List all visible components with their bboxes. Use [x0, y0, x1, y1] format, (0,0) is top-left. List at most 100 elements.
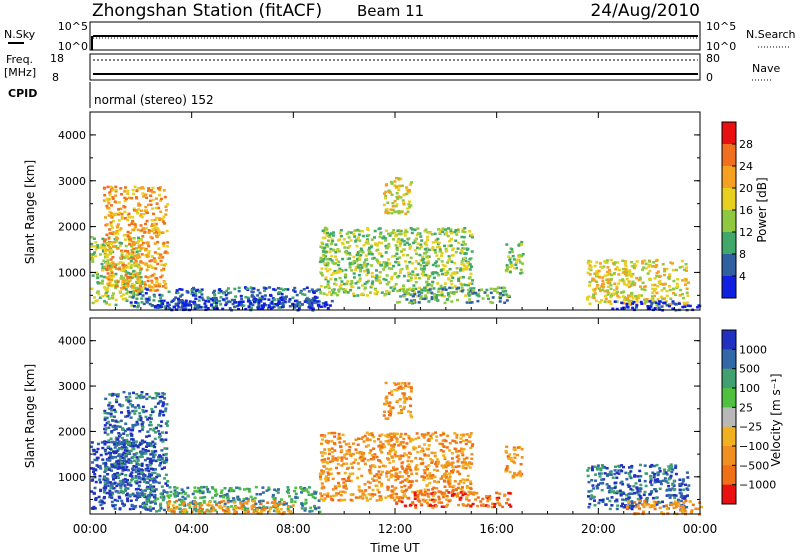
power-echo-cell [595, 300, 598, 303]
velocity-echo-cell [446, 495, 449, 498]
velocity-echo-cell [384, 496, 387, 499]
velocity-echo-cell [219, 495, 222, 498]
power-echo-cell [625, 268, 628, 271]
velocity-echo-cell [99, 465, 102, 468]
velocity-echo-cell [388, 392, 391, 395]
power-echo-cell [425, 241, 428, 244]
velocity-echo-cell [161, 431, 164, 434]
velocity-echo-cell [311, 510, 314, 513]
velocity-echo-cell [215, 504, 218, 507]
power-echo-cell [109, 194, 112, 197]
power-echo-cell [375, 274, 378, 277]
power-echo-cell [141, 235, 144, 238]
velocity-echo-cell [587, 495, 590, 498]
velocity-echo-cell [132, 438, 135, 441]
velocity-echo-cell [325, 468, 328, 471]
velocity-echo-cell [199, 489, 202, 492]
velocity-echo-cell [387, 443, 390, 446]
power-echo-cell [676, 286, 679, 289]
power-echo-cell [141, 253, 144, 256]
velocity-echo-cell [105, 453, 108, 456]
velocity-echo-cell [109, 448, 112, 451]
velocity-echo-cell [411, 480, 414, 483]
power-echo-cell [148, 260, 151, 263]
power-echo-cell [378, 241, 381, 244]
velocity-echo-cell [107, 421, 110, 424]
power-echo-cell [328, 268, 331, 271]
velocity-echo-cell [434, 455, 437, 458]
power-echo-cell [499, 297, 502, 300]
power-echo-cell [355, 282, 358, 285]
velocity-echo-cell [201, 496, 204, 499]
power-echo-cell [630, 261, 633, 264]
power-echo-cell [431, 233, 434, 236]
power-echo-cell [419, 264, 422, 267]
power-echo-cell [491, 302, 494, 305]
velocity-echo-cell [460, 437, 463, 440]
velocity-echo-cell [390, 490, 393, 493]
velocity-echo-cell [104, 463, 107, 466]
velocity-echo-cell [145, 469, 148, 472]
power-echo-cell [455, 233, 458, 236]
velocity-echo-cell [449, 475, 452, 478]
velocity-echo-cell [614, 469, 617, 472]
power-echo-cell [393, 232, 396, 235]
power-echo-cell [402, 199, 405, 202]
power-echo-cell [428, 283, 431, 286]
velocity-echo-cell [128, 392, 131, 395]
power-echo-cell [121, 251, 124, 254]
power-echo-cell [409, 246, 412, 249]
power-echo-cell [438, 242, 441, 245]
velocity-echo-cell [122, 481, 125, 484]
power-echo-cell [364, 287, 367, 290]
power-echo-cell [162, 216, 165, 219]
velocity-echo-cell [599, 475, 602, 478]
velocity-echo-cell [121, 428, 124, 431]
power-echo-cell [420, 292, 423, 295]
power-echo-cell [329, 258, 332, 261]
velocity-echo-cell [395, 437, 398, 440]
velocity-echo-cell [124, 454, 127, 457]
velocity-echo-cell [124, 478, 127, 481]
power-echo-cell [127, 284, 130, 287]
power-echo-cell [101, 263, 104, 266]
power-echo-cell [664, 302, 667, 305]
velocity-echo-cell [324, 452, 327, 455]
velocity-echo-cell [440, 449, 443, 452]
velocity-echo-cell [322, 499, 325, 502]
power-echo-cell [439, 250, 442, 253]
power-echo-cell [104, 294, 107, 297]
power-echo-cell [253, 301, 256, 304]
power-echo-cell [348, 257, 351, 260]
velocity-echo-cell [135, 471, 138, 474]
velocity-echo-cell [154, 438, 157, 441]
power-echo-cell [654, 277, 657, 280]
power-colorbar-label: Power [dB] [755, 177, 769, 242]
velocity-echo-cell [360, 490, 363, 493]
power-echo-cell [425, 251, 428, 254]
power-echo-cell [417, 243, 420, 246]
velocity-echo-cell [380, 451, 383, 454]
velocity-echo-cell [409, 504, 412, 507]
power-echo-cell [590, 266, 593, 269]
power-colorbar-tick: 28 [739, 138, 753, 151]
power-echo-cell [604, 300, 607, 303]
power-echo-cell [645, 263, 648, 266]
power-echo-cell [251, 294, 254, 297]
power-echo-cell [292, 297, 295, 300]
power-echo-cell [606, 259, 609, 262]
velocity-echo-cell [283, 503, 286, 506]
velocity-echo-cell [328, 453, 331, 456]
velocity-echo-cell [202, 492, 205, 495]
velocity-echo-cell [358, 468, 361, 471]
power-echo-cell [320, 272, 323, 275]
power-echo-cell [353, 276, 356, 279]
power-echo-cell [137, 229, 140, 232]
velocity-echo-cell [95, 481, 98, 484]
velocity-echo-cell [159, 462, 162, 465]
power-echo-cell [149, 236, 152, 239]
power-echo-cell [124, 186, 127, 189]
power-echo-cell [200, 293, 203, 296]
velocity-echo-cell [275, 510, 278, 513]
power-echo-cell [327, 280, 330, 283]
